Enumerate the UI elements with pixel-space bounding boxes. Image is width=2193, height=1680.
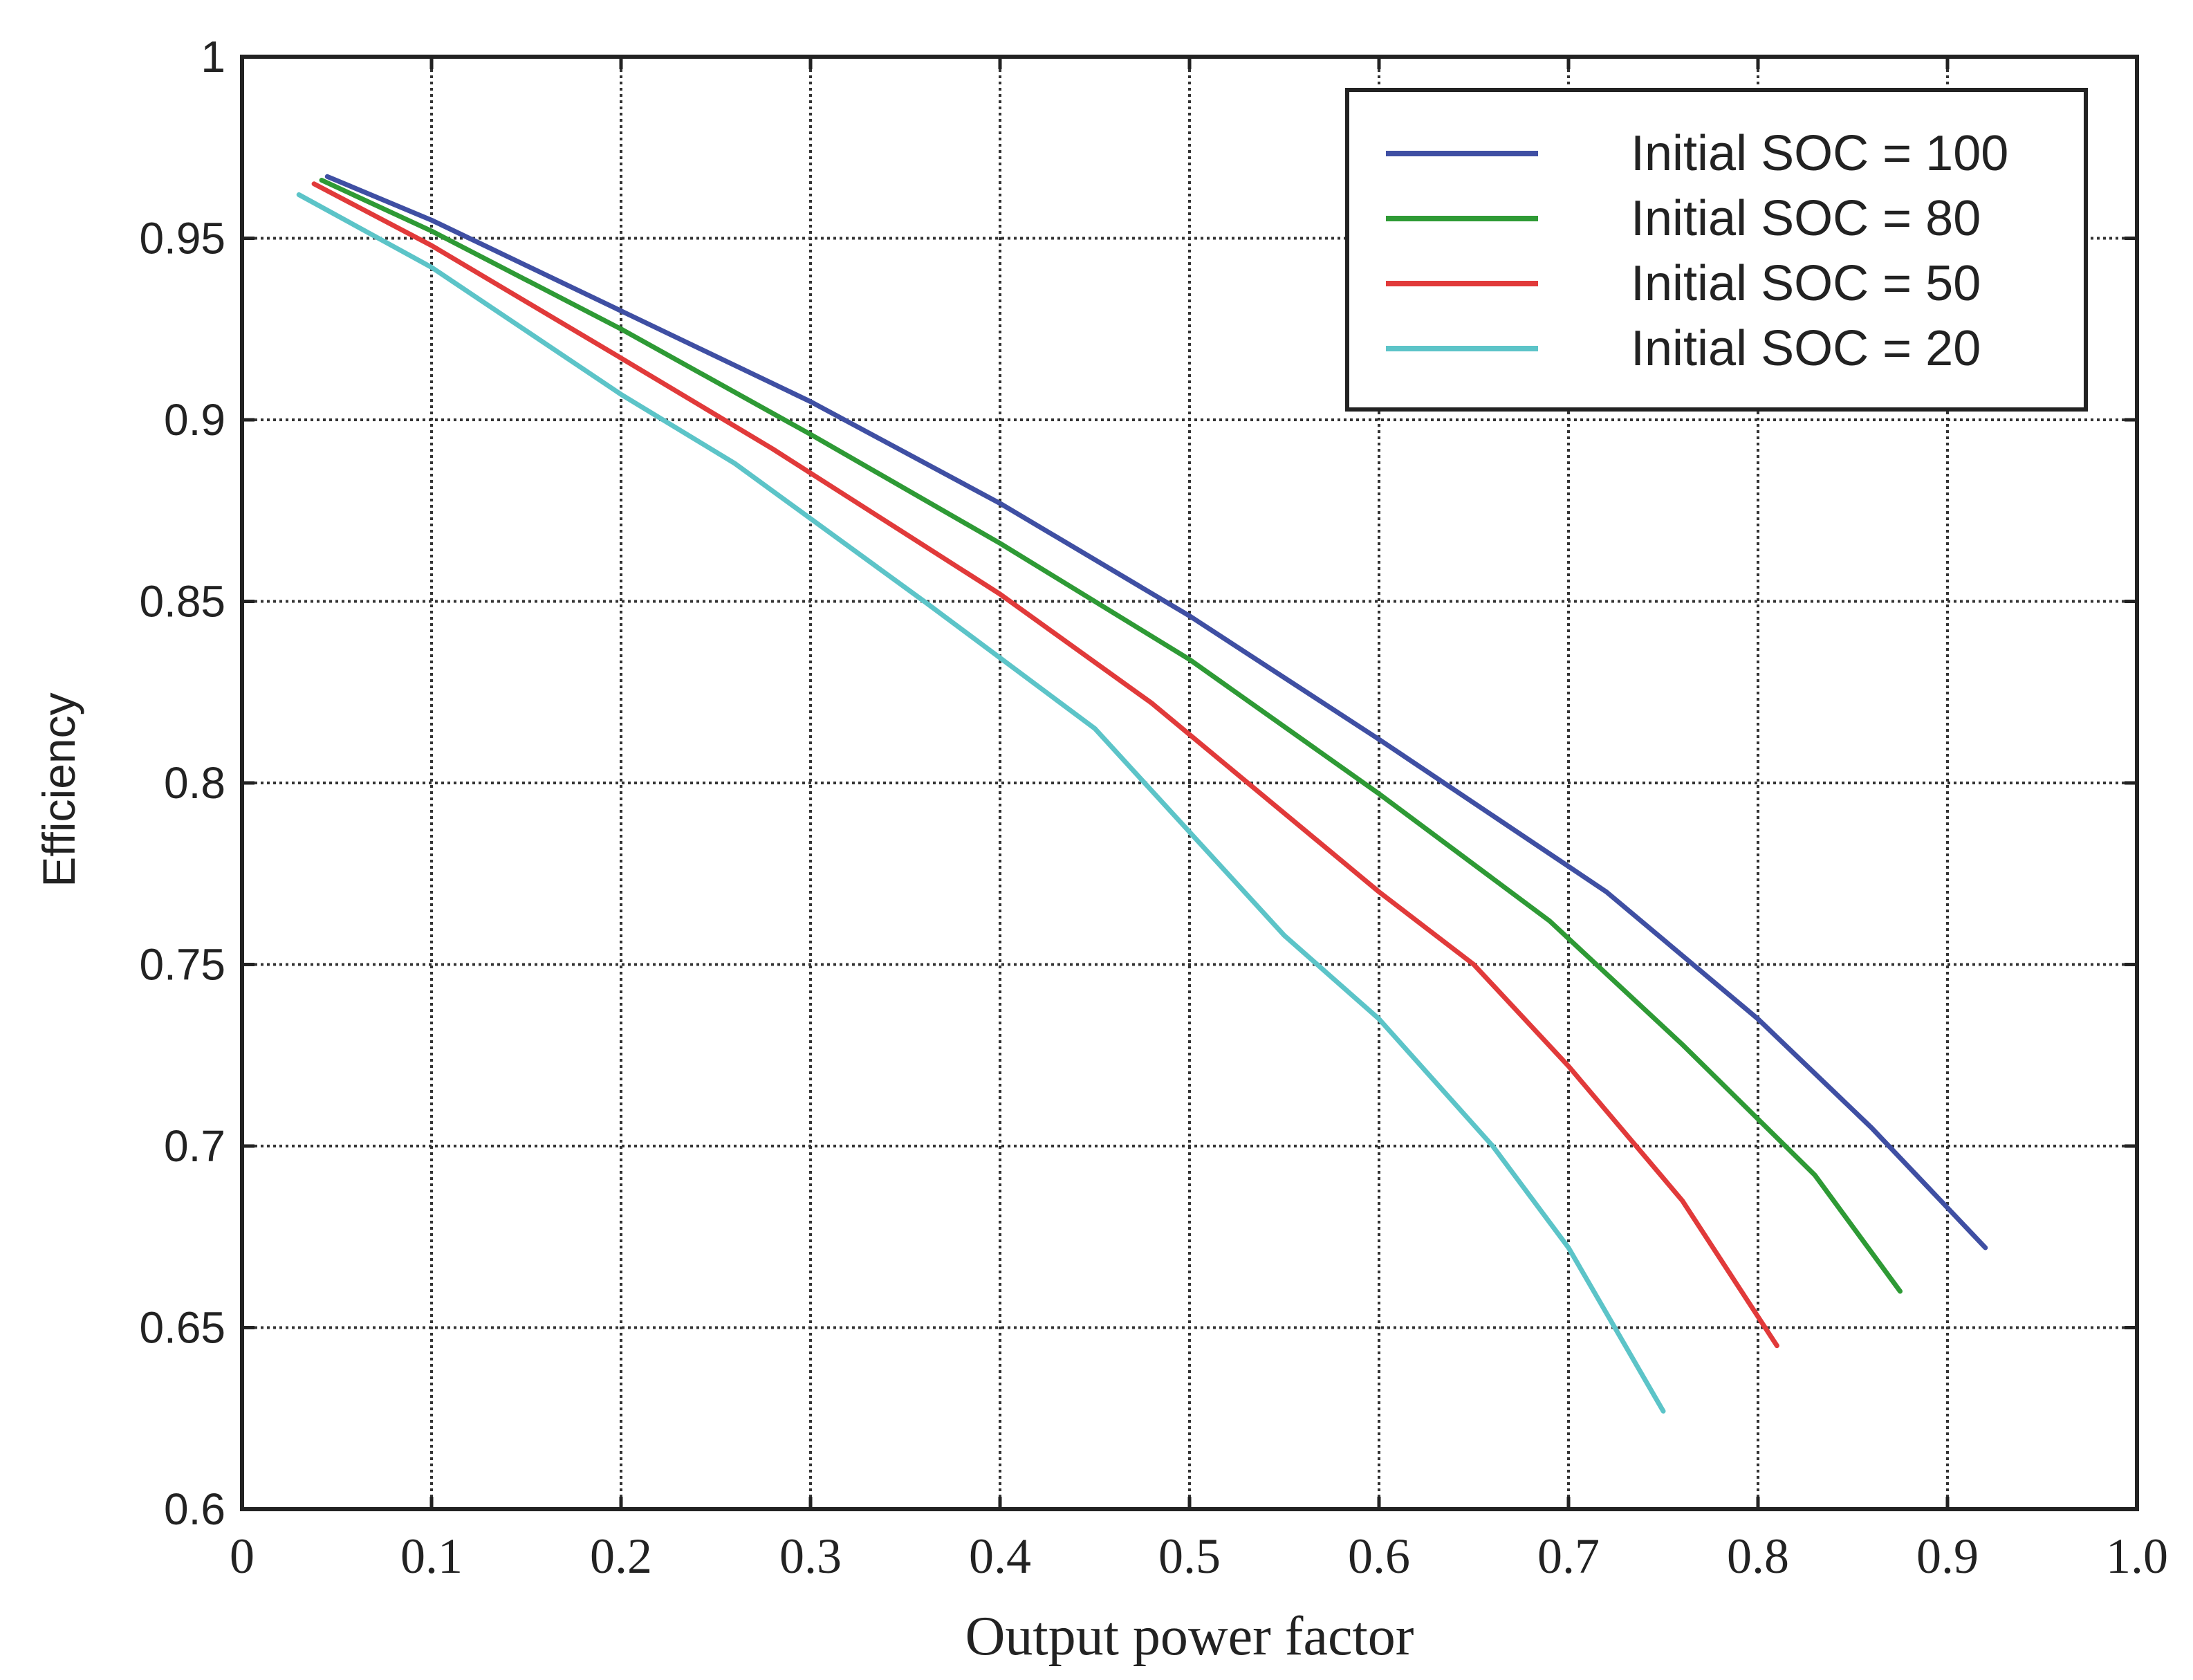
y-tick-label: 0.65 [139, 1303, 225, 1353]
y-tick-label: 0.9 [164, 395, 225, 445]
y-tick-label: 0.8 [164, 758, 225, 808]
y-tick-label: 0.95 [139, 214, 225, 264]
x-tick-label: 0.2 [590, 1529, 652, 1584]
legend-box [1345, 88, 2088, 412]
series-line-1 [319, 178, 1903, 1294]
x-tick-label: 0 [230, 1529, 255, 1584]
series-line-3 [296, 192, 1666, 1414]
x-tick-label: 0.6 [1348, 1529, 1410, 1584]
y-tick-label: 0.6 [164, 1484, 225, 1534]
x-tick-label: 0.5 [1158, 1529, 1221, 1584]
grid-lines [240, 55, 2139, 1511]
series-line-2 [311, 181, 1779, 1349]
x-tick-label: 0.3 [779, 1529, 842, 1584]
y-axis-label: Efficiency [33, 692, 84, 887]
x-tick-label: 0.4 [969, 1529, 1031, 1584]
legend-label: Initial SOC = 50 [1631, 256, 1981, 311]
legend-label: Initial SOC = 80 [1631, 191, 1981, 246]
y-tick-label: 1 [201, 32, 225, 82]
x-axis-label: Output power factor [965, 1606, 1414, 1667]
y-tick-labels: 0.6 0.65 0.7 0.75 0.8 0.85 0.9 0.95 1 [139, 32, 225, 1534]
legend-label: Initial SOC = 20 [1631, 321, 1981, 376]
series-line-0 [324, 174, 1988, 1250]
y-tick-label: 0.7 [164, 1121, 225, 1171]
x-tick-label: 0.1 [400, 1529, 463, 1584]
x-tick-label: 0.7 [1537, 1529, 1600, 1584]
x-tick-label: 0.8 [1727, 1529, 1789, 1584]
y-tick-label: 0.85 [139, 577, 225, 627]
series-lines [296, 174, 1988, 1414]
y-tick-label: 0.75 [139, 940, 225, 990]
plot-frame [240, 55, 2139, 1511]
x-tick-label: 0.9 [1916, 1529, 1979, 1584]
legend-label: Initial SOC = 100 [1631, 126, 2008, 181]
x-tick-labels: 0 0.1 0.2 0.3 0.4 0.5 0.6 0.7 0.8 0.9 1.0 [230, 1529, 2168, 1584]
legend: Initial SOC = 100 Initial SOC = 80 Initial… [1345, 88, 2088, 412]
x-tick-label: 1.0 [2106, 1529, 2168, 1584]
